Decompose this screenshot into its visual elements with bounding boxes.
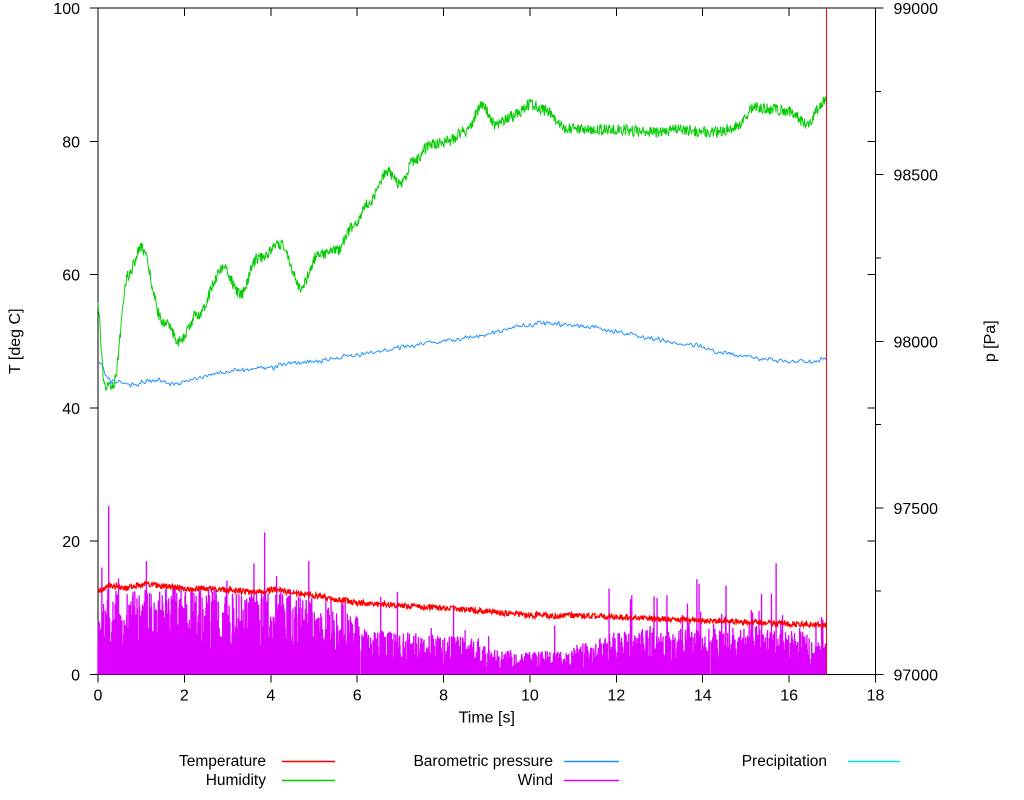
svg-text:Barometric pressure: Barometric pressure	[413, 753, 553, 770]
svg-text:40: 40	[62, 401, 80, 418]
svg-text:Time [s]: Time [s]	[459, 710, 515, 727]
svg-text:10: 10	[521, 688, 539, 705]
svg-text:14: 14	[694, 688, 712, 705]
svg-text:98500: 98500	[894, 168, 939, 185]
svg-text:99000: 99000	[894, 1, 939, 18]
svg-text:0: 0	[94, 688, 103, 705]
svg-text:16: 16	[780, 688, 798, 705]
svg-text:Humidity: Humidity	[206, 772, 267, 789]
svg-text:97500: 97500	[894, 501, 939, 518]
svg-text:97000: 97000	[894, 668, 939, 685]
svg-text:12: 12	[607, 688, 625, 705]
svg-text:Temperature: Temperature	[179, 753, 266, 770]
svg-text:Wind: Wind	[518, 772, 553, 789]
svg-text:98000: 98000	[894, 334, 939, 351]
svg-text:60: 60	[62, 268, 80, 285]
svg-text:8: 8	[439, 688, 448, 705]
svg-text:18: 18	[867, 688, 885, 705]
svg-text:6: 6	[353, 688, 362, 705]
svg-text:T [deg C]: T [deg C]	[7, 308, 24, 374]
svg-text:2: 2	[180, 688, 189, 705]
svg-text:100: 100	[53, 1, 80, 18]
svg-text:4: 4	[266, 688, 275, 705]
svg-text:Precipitation: Precipitation	[742, 753, 827, 770]
svg-text:0: 0	[71, 668, 80, 685]
svg-text:p [Pa]: p [Pa]	[982, 320, 999, 362]
svg-text:80: 80	[62, 134, 80, 151]
svg-text:20: 20	[62, 534, 80, 551]
